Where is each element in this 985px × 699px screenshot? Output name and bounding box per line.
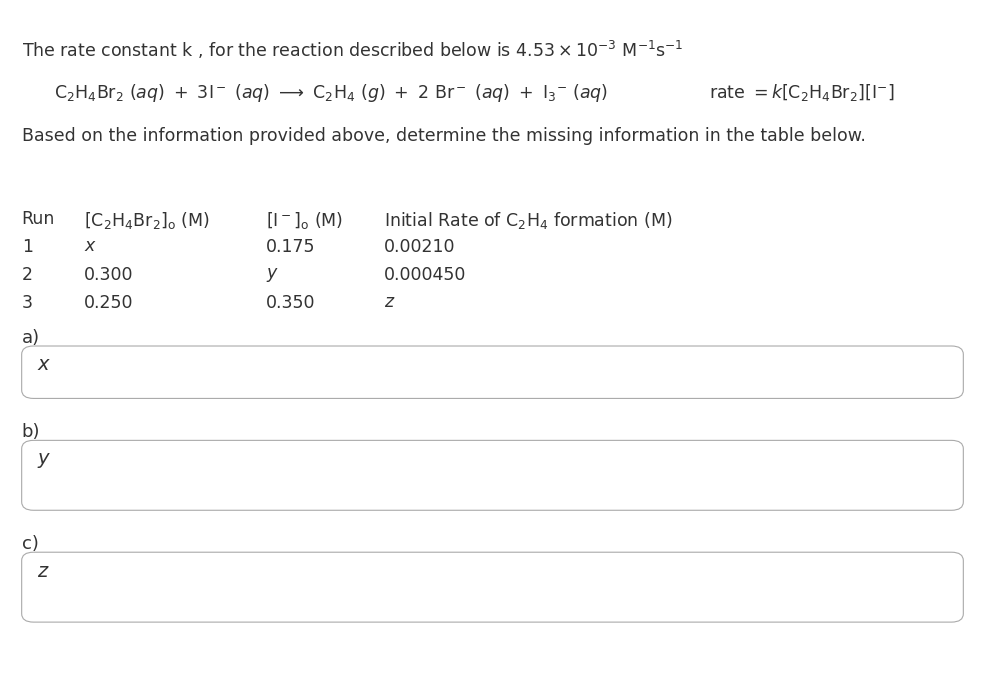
Text: 0.000450: 0.000450 (384, 266, 467, 284)
Text: 0.350: 0.350 (266, 294, 315, 312)
Text: $[\mathrm{I}^-]_\mathrm{o}\ \mathrm{(M)}$: $[\mathrm{I}^-]_\mathrm{o}\ \mathrm{(M)}… (266, 210, 343, 231)
Text: 0.00210: 0.00210 (384, 238, 456, 256)
Text: rate $= k[\mathrm{C_2H_4Br_2}][\mathrm{I}^{-}]$: rate $= k[\mathrm{C_2H_4Br_2}][\mathrm{I… (709, 82, 894, 103)
Text: 2: 2 (22, 266, 33, 284)
Text: $y$: $y$ (266, 266, 279, 284)
Text: 0.175: 0.175 (266, 238, 315, 256)
Text: 0.250: 0.250 (84, 294, 133, 312)
Text: c): c) (22, 535, 38, 553)
Text: 3: 3 (22, 294, 33, 312)
Text: 0.300: 0.300 (84, 266, 133, 284)
Text: The rate constant k , for the reaction described below is $4.53 \times 10^{-3}\ : The rate constant k , for the reaction d… (22, 38, 684, 61)
Text: Run: Run (22, 210, 55, 228)
FancyBboxPatch shape (22, 346, 963, 398)
Text: $x$: $x$ (37, 356, 51, 375)
Text: $x$: $x$ (84, 238, 97, 254)
Text: 1: 1 (22, 238, 33, 256)
Text: Initial Rate of $\mathrm{C_2H_4}$ formation (M): Initial Rate of $\mathrm{C_2H_4}$ format… (384, 210, 673, 231)
Text: a): a) (22, 329, 39, 347)
FancyBboxPatch shape (22, 440, 963, 510)
Text: $z$: $z$ (384, 294, 396, 310)
Text: b): b) (22, 423, 40, 441)
Text: $z$: $z$ (37, 563, 50, 581)
Text: $y$: $y$ (37, 451, 51, 470)
Text: $\mathrm{C_2H_4Br_2}\ (aq)\ +\ 3\mathrm{I}^-\ (aq)\ \longrightarrow\ \mathrm{C_2: $\mathrm{C_2H_4Br_2}\ (aq)\ +\ 3\mathrm{… (54, 82, 609, 104)
FancyBboxPatch shape (22, 552, 963, 622)
Text: Based on the information provided above, determine the missing information in th: Based on the information provided above,… (22, 127, 866, 145)
Text: $[\mathrm{C_2H_4Br_2}]_\mathrm{o}\ \mathrm{(M)}$: $[\mathrm{C_2H_4Br_2}]_\mathrm{o}\ \math… (84, 210, 210, 231)
